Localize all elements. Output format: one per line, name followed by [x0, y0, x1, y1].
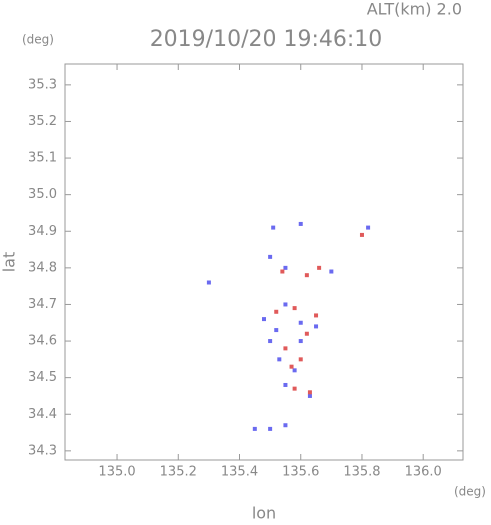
radar-echo [274, 309, 279, 314]
radar-echo [206, 280, 211, 285]
radar-echo [274, 328, 279, 333]
x-tick-label: 135.6 [282, 465, 319, 480]
radar-echo [298, 221, 303, 226]
radar-echo [298, 357, 303, 362]
y-unit: (deg) [22, 33, 54, 47]
radar-echo [283, 302, 288, 307]
radar-echo [280, 269, 285, 274]
x-tick-label: 135.4 [221, 465, 258, 480]
x-tick-label: 135.2 [160, 465, 197, 480]
radar-echo [283, 382, 288, 387]
radar-echo [329, 269, 334, 274]
radar-echo [304, 273, 309, 278]
radar-echo [252, 426, 257, 431]
x-unit: (deg) [454, 485, 486, 499]
radar-echo [268, 426, 273, 431]
y-axis-label: lat [0, 252, 19, 273]
radar-echo [289, 364, 294, 369]
radar-echo [314, 313, 319, 318]
y-tick-label: 34.5 [28, 370, 57, 385]
y-tick-label: 35.0 [28, 187, 57, 202]
radar-echo [271, 225, 276, 230]
y-tick-label: 34.4 [28, 407, 57, 422]
radar-echo [314, 324, 319, 329]
plot-frame [64, 63, 464, 461]
y-tick-label: 34.3 [28, 443, 57, 458]
radar-echo [292, 386, 297, 391]
radar-echo [359, 232, 364, 237]
y-tick-label: 34.9 [28, 224, 57, 239]
x-axis-label: lon [252, 504, 276, 522]
y-tick-label: 35.1 [28, 151, 57, 166]
radar-echo [268, 254, 273, 259]
y-tick-label: 34.8 [28, 260, 57, 275]
radar-echo [283, 265, 288, 270]
y-tick-label: 35.3 [28, 77, 57, 92]
radar-echo [262, 317, 266, 322]
radar-echo [283, 346, 288, 351]
radar-echo [304, 331, 309, 336]
altitude: ALT(km) 2.0 [367, 0, 462, 19]
radar-echo [268, 339, 273, 344]
radar-echo [307, 393, 312, 398]
x-tick-label: 135.8 [343, 465, 380, 480]
radar-echo [277, 357, 282, 362]
radar-echo [307, 390, 312, 395]
y-tick-label: 34.7 [28, 297, 57, 312]
y-tick-label: 35.2 [28, 114, 57, 129]
y-tick-label: 34.6 [28, 334, 57, 349]
radar-echo [298, 339, 303, 344]
radar-echo [283, 423, 288, 428]
x-tick-label: 135.0 [98, 465, 135, 480]
radar-echo [292, 368, 297, 373]
radar-echo [298, 320, 303, 325]
radar-echo [292, 306, 297, 311]
chart-title: 2019/10/20 19:46:10 [150, 27, 383, 52]
radar-echo [317, 265, 322, 270]
radar-echo [366, 225, 371, 230]
x-tick-label: 136.0 [405, 465, 442, 480]
